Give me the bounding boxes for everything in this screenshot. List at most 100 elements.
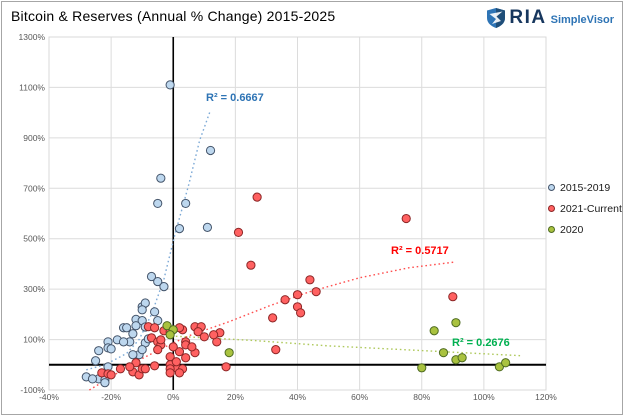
data-point-2021-Current	[140, 364, 150, 374]
y-tick-label: 500%	[23, 234, 45, 244]
x-tick-label: -20%	[101, 392, 121, 402]
y-tick-label: 900%	[23, 133, 45, 143]
data-point-2021-Current	[311, 287, 321, 297]
data-point-2015-2019	[128, 350, 138, 360]
trendline-2020	[166, 335, 522, 357]
data-point-2015-2019	[165, 80, 175, 90]
data-point-2015-2019	[128, 329, 138, 339]
data-point-2015-2019	[137, 345, 147, 355]
data-point-2015-2019	[87, 374, 98, 384]
data-point-2021-Current	[271, 345, 281, 355]
data-point-2015-2019	[153, 276, 163, 287]
logo-product-text: SimpleVisor	[550, 14, 614, 26]
data-point-2015-2019	[100, 378, 110, 388]
data-point-2021-Current	[246, 260, 256, 270]
legend-item-2020: 2020	[548, 219, 622, 240]
data-point-2021-Current	[150, 323, 160, 333]
x-tick-label: 100%	[473, 392, 495, 402]
ria-shield-icon	[487, 8, 506, 28]
logo-brand-text: RIA	[509, 7, 547, 28]
x-tick-label: 40%	[289, 392, 306, 402]
data-point-2015-2019	[94, 346, 104, 356]
data-point-2020	[429, 326, 439, 336]
data-point-2021-Current	[233, 227, 244, 238]
data-point-2015-2019	[118, 337, 129, 347]
data-point-2021-Current	[199, 332, 209, 342]
data-point-2020	[438, 348, 449, 358]
r-squared-label-2021-Current: R² = 0.5717	[391, 245, 449, 257]
data-point-2020	[451, 318, 461, 328]
chart-title: Bitcoin & Reserves (Annual % Change) 201…	[11, 8, 336, 24]
data-point-2021-Current	[280, 295, 290, 305]
brand-logo: RIA SimpleVisor	[487, 7, 614, 29]
data-point-2020	[224, 348, 234, 358]
data-point-2021-Current	[181, 353, 191, 363]
plot-border	[48, 36, 547, 391]
data-point-2021-Current	[252, 192, 262, 202]
data-point-2021-Current	[296, 308, 306, 318]
x-tick-label: 20%	[227, 392, 244, 402]
data-point-2015-2019	[202, 222, 213, 232]
data-point-2020	[457, 353, 467, 363]
x-tick-label: 0%	[167, 392, 180, 402]
data-point-2015-2019	[156, 173, 166, 183]
data-point-2021-Current	[156, 335, 166, 345]
legend-item-2015-2019: 2015-2019	[548, 177, 622, 198]
data-point-2021-Current	[221, 362, 231, 372]
data-point-2015-2019	[137, 305, 147, 315]
data-point-2015-2019	[122, 323, 132, 333]
data-point-2021-Current	[209, 330, 219, 340]
data-point-2020	[165, 330, 175, 340]
legend-marker-icon	[548, 205, 555, 212]
y-tick-label: 700%	[23, 183, 45, 193]
r-squared-label-2020: R² = 0.2676	[452, 337, 510, 349]
legend-label: 2015-2019	[560, 181, 611, 194]
legend-item-2021-Current: 2021-Current	[548, 198, 622, 219]
legend-marker-icon	[548, 184, 555, 191]
data-point-2015-2019	[131, 321, 141, 331]
data-point-2015-2019	[159, 282, 169, 292]
data-point-2015-2019	[90, 356, 101, 366]
data-point-2021-Current	[193, 327, 203, 337]
data-point-2015-2019	[146, 271, 157, 282]
trendline-2015-2019	[86, 109, 212, 371]
data-point-2021-Current	[401, 213, 411, 224]
data-point-2021-Current	[292, 290, 303, 300]
data-point-2021-Current	[150, 361, 160, 371]
data-point-2021-Current	[305, 275, 315, 285]
data-point-2021-Current	[153, 345, 163, 355]
r-squared-label-2015-2019: R² = 0.6667	[206, 92, 264, 104]
data-point-2015-2019	[181, 198, 191, 209]
data-point-2015-2019	[174, 224, 185, 234]
data-point-2021-Current	[174, 347, 185, 357]
x-tick-label: -40%	[39, 392, 59, 402]
x-tick-label: 60%	[351, 392, 368, 402]
data-point-2015-2019	[205, 145, 216, 156]
data-point-2015-2019	[106, 344, 116, 354]
y-tick-label: 1300%	[19, 32, 46, 42]
y-tick-label: 300%	[23, 284, 45, 294]
data-point-2015-2019	[150, 307, 160, 317]
data-point-2021-Current	[115, 364, 126, 374]
data-point-2021-Current	[165, 368, 175, 378]
data-point-2021-Current	[106, 370, 116, 380]
data-point-2021-Current	[174, 368, 185, 378]
data-point-2020	[417, 363, 427, 373]
x-tick-label: 80%	[413, 392, 430, 402]
data-point-2021-Current	[125, 362, 135, 372]
data-point-2021-Current	[187, 342, 197, 352]
legend-label: 2020	[560, 223, 584, 236]
y-tick-label: 1100%	[19, 82, 45, 92]
data-point-2021-Current	[171, 357, 181, 367]
data-point-2015-2019	[153, 198, 163, 209]
data-point-2020	[501, 358, 511, 368]
x-tick-label: 120%	[535, 392, 557, 402]
y-tick-label: -100%	[20, 385, 45, 395]
data-point-2021-Current	[448, 292, 458, 302]
legend-label: 2021-Current	[560, 202, 622, 215]
legend: 2015-2019 2021-Current 2020	[548, 177, 622, 240]
data-point-2021-Current	[168, 342, 178, 352]
y-tick-label: 100%	[23, 335, 45, 345]
